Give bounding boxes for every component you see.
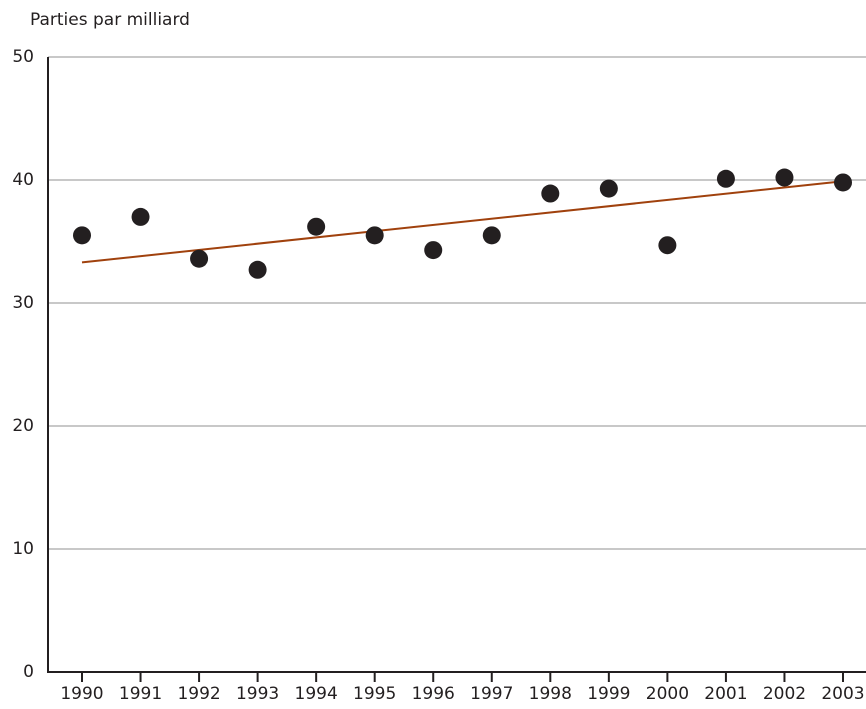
- point: [190, 249, 209, 268]
- x-tick-label: 2001: [704, 684, 747, 704]
- point: [424, 241, 443, 260]
- point: [307, 217, 326, 236]
- x-tick-label: 2003: [821, 684, 864, 704]
- x-tick-label: 1995: [353, 684, 396, 704]
- point: [599, 179, 618, 198]
- y-tick-label: 0: [23, 662, 34, 682]
- x-tick-label: 2002: [763, 684, 806, 704]
- point: [73, 226, 91, 245]
- y-tick-label: 20: [12, 416, 34, 436]
- point: [658, 236, 677, 255]
- point: [131, 207, 150, 226]
- x-tick-label: 1999: [587, 684, 630, 704]
- point: [541, 184, 560, 203]
- y-axis-label: Parties par milliard: [30, 10, 190, 30]
- point: [716, 169, 735, 188]
- x-tick-label: 1998: [529, 684, 572, 704]
- x-tick-label: 1992: [177, 684, 220, 704]
- x-tick-label: 1990: [60, 684, 103, 704]
- point: [775, 168, 794, 187]
- x-tick-label: 1996: [412, 684, 455, 704]
- y-tick-label: 10: [12, 539, 34, 559]
- x-tick-label: 1997: [470, 684, 513, 704]
- y-tick-label: 30: [12, 293, 34, 313]
- point: [834, 173, 852, 192]
- x-tick-label: 2000: [646, 684, 689, 704]
- x-tick-label: 1991: [119, 684, 162, 704]
- x-tick-label: 1993: [236, 684, 279, 704]
- point: [248, 260, 267, 279]
- y-tick-label: 50: [12, 47, 34, 67]
- y-tick-label: 40: [12, 170, 34, 190]
- trend-line: [81, 180, 844, 264]
- x-tick-label: 1994: [295, 684, 338, 704]
- point: [365, 226, 384, 245]
- point: [482, 226, 501, 245]
